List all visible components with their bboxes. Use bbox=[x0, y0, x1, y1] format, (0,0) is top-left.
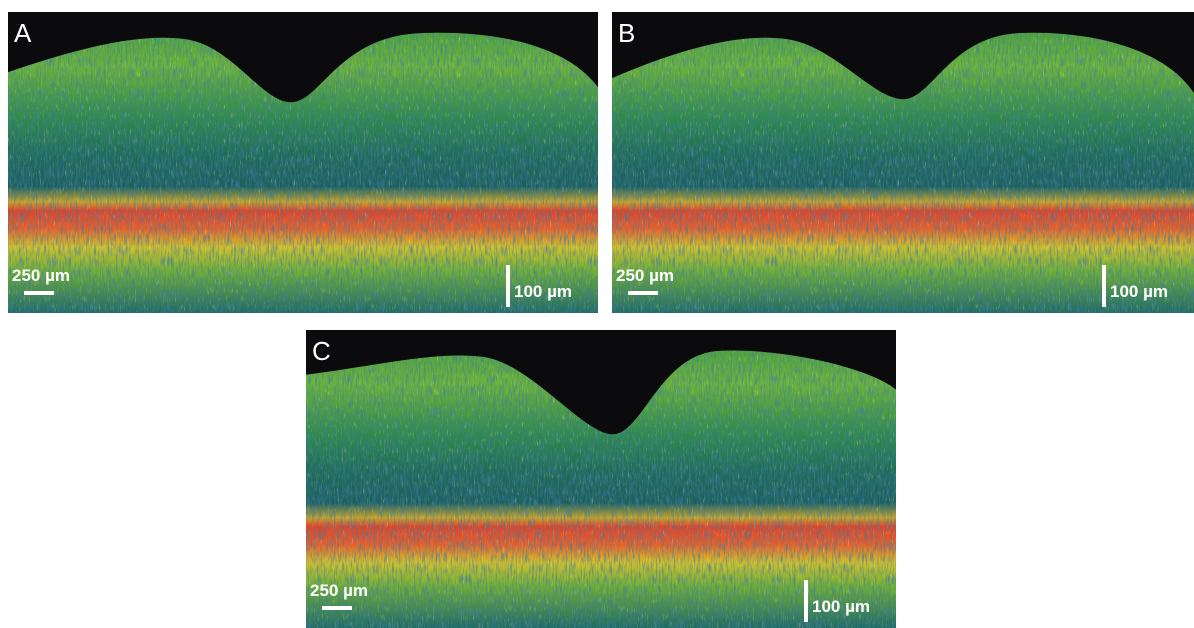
panel-label: C bbox=[312, 336, 331, 366]
scale-label: 100 µm bbox=[514, 282, 572, 301]
panel-content bbox=[612, 12, 1194, 313]
panel-label: B bbox=[618, 18, 635, 48]
oct-panel: C 250 µm 100 µm bbox=[306, 330, 896, 628]
figure: A 250 µm 100 µm B 250 µm 100 µm C 250 µm 100 µm bbox=[0, 0, 1194, 628]
scale-label: 250 µm bbox=[12, 266, 70, 285]
scale-label: 100 µm bbox=[812, 597, 870, 616]
panel-label: A bbox=[14, 18, 32, 48]
scale-label: 250 µm bbox=[310, 581, 368, 600]
scale-label: 100 µm bbox=[1110, 282, 1168, 301]
oct-panel: B 250 µm 100 µm bbox=[612, 12, 1194, 313]
scale-label: 250 µm bbox=[616, 266, 674, 285]
oct-panel: A 250 µm 100 µm bbox=[8, 12, 598, 313]
